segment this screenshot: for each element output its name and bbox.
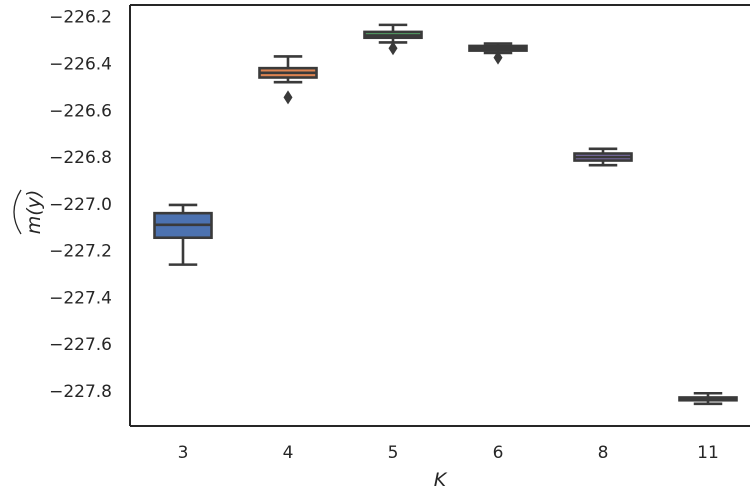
outlier-point <box>283 90 293 105</box>
axes-frame <box>129 4 750 427</box>
y-tick-label: −226.8 <box>49 148 112 168</box>
y-axis-label-hat <box>13 189 22 235</box>
outlier-point <box>388 41 398 56</box>
x-tick-label: 11 <box>697 443 719 463</box>
x-tick-label: 6 <box>493 443 504 463</box>
box-4 <box>258 55 318 105</box>
plot-area <box>153 23 738 406</box>
x-tick-label: 3 <box>178 443 189 463</box>
box-8 <box>573 147 633 167</box>
y-tick-label: −227.0 <box>49 195 112 215</box>
y-tick-label: −227.6 <box>49 335 112 355</box>
x-tick-label: 8 <box>598 443 609 463</box>
box-11 <box>678 391 738 406</box>
outlier-point <box>493 50 503 65</box>
x-tick-label: 5 <box>388 443 399 463</box>
box-3 <box>153 203 213 266</box>
y-axis-label-text: m(y) <box>23 190 45 235</box>
x-tick-label: 4 <box>283 443 294 463</box>
y-tick-label: −227.4 <box>49 288 112 308</box>
box-5 <box>363 23 423 56</box>
y-tick-label: −226.6 <box>49 101 112 121</box>
box-6 <box>468 42 528 65</box>
y-tick-label: −227.8 <box>49 382 112 402</box>
y-tick-label: −227.2 <box>49 242 112 262</box>
y-tick-label: −226.2 <box>49 8 112 28</box>
x-axis-label: K <box>434 469 448 490</box>
x-axis: 3 4 5 6 8 11 <box>178 443 719 463</box>
y-axis-label: m(y) <box>13 189 45 235</box>
y-axis: −226.2 −226.4 −226.6 −226.8 −227.0 −227.2 −227… <box>49 8 112 402</box>
y-tick-label: −226.4 <box>49 54 112 74</box>
